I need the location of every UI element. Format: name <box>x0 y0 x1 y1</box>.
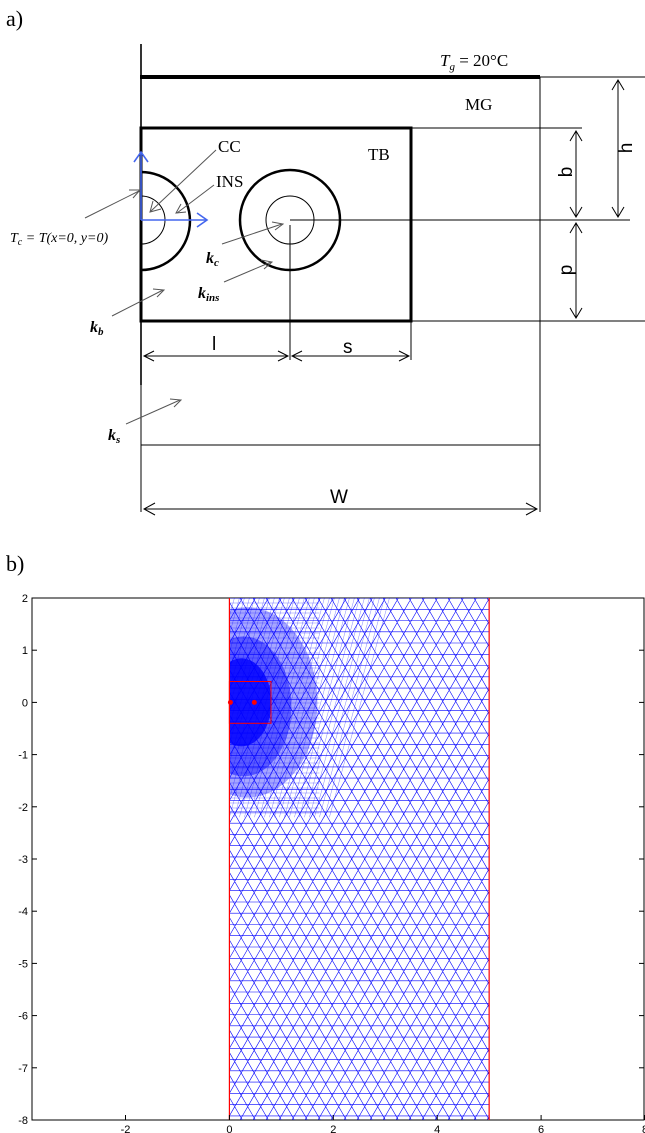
mg-label: MG <box>465 95 492 114</box>
dim-b-label: b <box>556 167 577 178</box>
domain-boundary <box>227 598 490 1120</box>
dim-l-label: l <box>212 334 216 355</box>
y-tick-label: -8 <box>18 1115 28 1127</box>
x-tick-label: 0 <box>226 1124 232 1133</box>
ks-label: ks <box>108 427 120 446</box>
cable-center-marker <box>251 699 257 705</box>
y-tick-label: 2 <box>22 593 28 605</box>
y-tick-label: 0 <box>22 697 28 709</box>
ks-arrow-head <box>169 398 183 408</box>
kins-arrow <box>223 261 272 283</box>
y-tick-label: -4 <box>18 906 28 918</box>
y-tick-label: -6 <box>18 1011 28 1023</box>
dim-w-label: W <box>330 487 348 508</box>
ins-label: INS <box>216 172 243 191</box>
y-tick-label: 1 <box>22 645 28 657</box>
axis-ticks: -2 0 2 4 6 8 2 1 0 -1 -2 -3 -4 -5 -6 -7 -8 <box>18 593 645 1133</box>
dim-p-label: p <box>556 265 577 276</box>
triangular-mesh <box>229 598 490 1120</box>
thermal-block <box>139 126 413 323</box>
axis-cable-marker <box>227 699 233 705</box>
x-tick-label: 6 <box>538 1124 544 1133</box>
kc-arrow-head <box>271 221 285 231</box>
cc-label: CC <box>218 137 241 156</box>
ins-arrow-head <box>175 203 187 214</box>
tg-label: Tg = 20°C <box>440 51 508 73</box>
kb-label: kb <box>90 319 104 338</box>
kc-label: kc <box>206 250 219 269</box>
x-tick-label: 8 <box>642 1124 645 1133</box>
ins-arrow <box>176 184 215 214</box>
panel-b-label: b) <box>6 551 24 576</box>
x-tick-label: 4 <box>434 1124 440 1133</box>
half-cable-outer <box>140 170 192 272</box>
y-tick-label: -1 <box>18 750 28 762</box>
dimension-h-b-p <box>290 76 645 322</box>
tc-label: Tc = T(x=0, y=0) <box>10 231 108 248</box>
tc-arrow <box>84 190 140 219</box>
kb-arrow-head <box>152 288 166 298</box>
dim-s-label: s <box>343 337 353 358</box>
dimension-w <box>140 445 541 516</box>
y-tick-label: -3 <box>18 854 28 866</box>
kins-label: kins <box>198 285 219 304</box>
ks-arrow <box>125 399 181 425</box>
tb-label: TB <box>368 145 390 164</box>
x-tick-label: -2 <box>121 1124 131 1133</box>
kins-arrow-head <box>260 259 274 270</box>
coarse-mesh <box>229 598 490 1120</box>
dim-h-label: h <box>616 143 637 154</box>
mesh-plot: b) -2 0 2 4 6 8 2 1 0 -1 -2 -3 -4 -5 -6 -7 -8 <box>6 551 645 1133</box>
kb-arrow <box>111 289 164 317</box>
refined-mesh-outer <box>229 607 318 798</box>
cc-arrow <box>150 149 217 212</box>
y-tick-label: -5 <box>18 958 28 970</box>
schematic-diagram: a) Tg = 20°C MG TB CC INS Tc = T(x=0, y=… <box>6 6 645 516</box>
dimension-l-s <box>142 225 412 362</box>
cc-arrow-head <box>149 200 162 213</box>
y-tick-label: -2 <box>18 802 28 814</box>
y-tick-label: -7 <box>18 1063 28 1075</box>
x-tick-label: 2 <box>330 1124 336 1133</box>
kc-arrow <box>221 223 283 245</box>
tc-arrow-head <box>129 189 142 199</box>
panel-a-label: a) <box>6 6 23 31</box>
coordinate-axes <box>133 150 209 228</box>
